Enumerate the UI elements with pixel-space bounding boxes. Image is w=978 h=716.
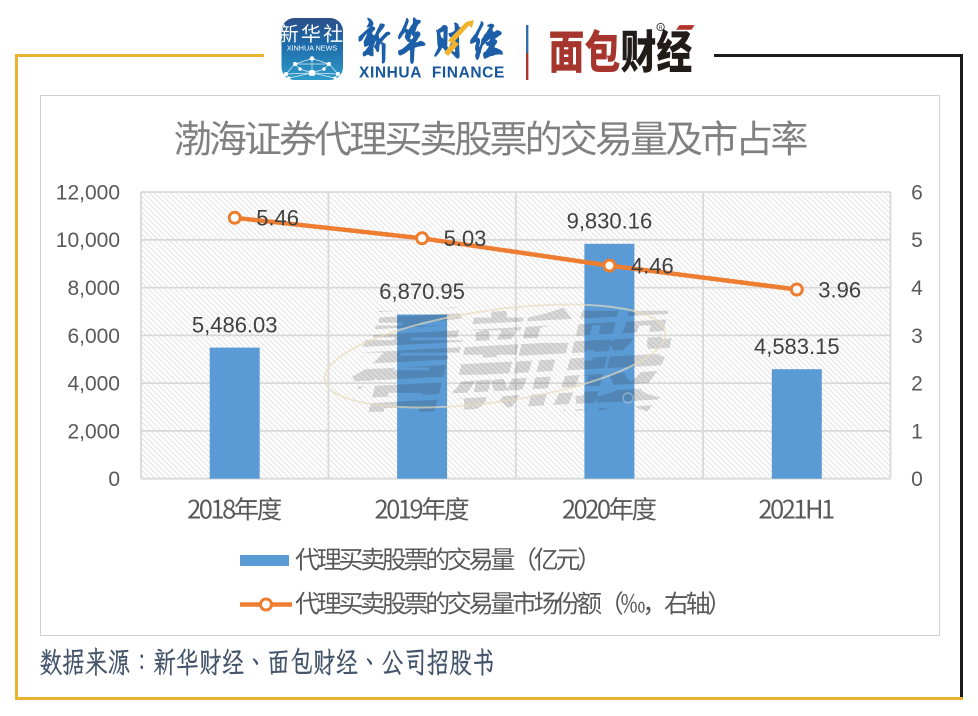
svg-text:XINHUA FINANCE: XINHUA FINANCE (359, 64, 505, 81)
svg-text:4: 4 (911, 277, 923, 300)
svg-text:5.46: 5.46 (256, 206, 299, 231)
svg-text:3: 3 (911, 325, 923, 348)
svg-text:4.46: 4.46 (631, 253, 674, 278)
svg-text:0: 0 (108, 468, 120, 491)
svg-text:6: 6 (911, 181, 923, 204)
svg-text:5: 5 (911, 229, 923, 252)
svg-text:4,583.15: 4,583.15 (754, 334, 840, 359)
svg-text:6,870.95: 6,870.95 (379, 279, 465, 304)
svg-text:5,486.03: 5,486.03 (192, 312, 278, 337)
svg-text:6,000: 6,000 (67, 325, 120, 348)
svg-text:0: 0 (911, 468, 923, 491)
svg-text:12,000: 12,000 (56, 181, 120, 204)
svg-text:2,000: 2,000 (67, 420, 120, 443)
svg-text:8,000: 8,000 (67, 277, 120, 300)
svg-text:2: 2 (911, 373, 923, 396)
svg-text:10,000: 10,000 (56, 229, 120, 252)
svg-text:5.03: 5.03 (444, 226, 487, 251)
svg-text:R: R (659, 26, 663, 32)
svg-text:XINHUA NEWS: XINHUA NEWS (287, 44, 338, 53)
svg-text:1: 1 (911, 420, 923, 443)
svg-text:4,000: 4,000 (67, 373, 120, 396)
svg-text:3.96: 3.96 (818, 277, 861, 302)
svg-text:9,830.16: 9,830.16 (567, 209, 653, 234)
